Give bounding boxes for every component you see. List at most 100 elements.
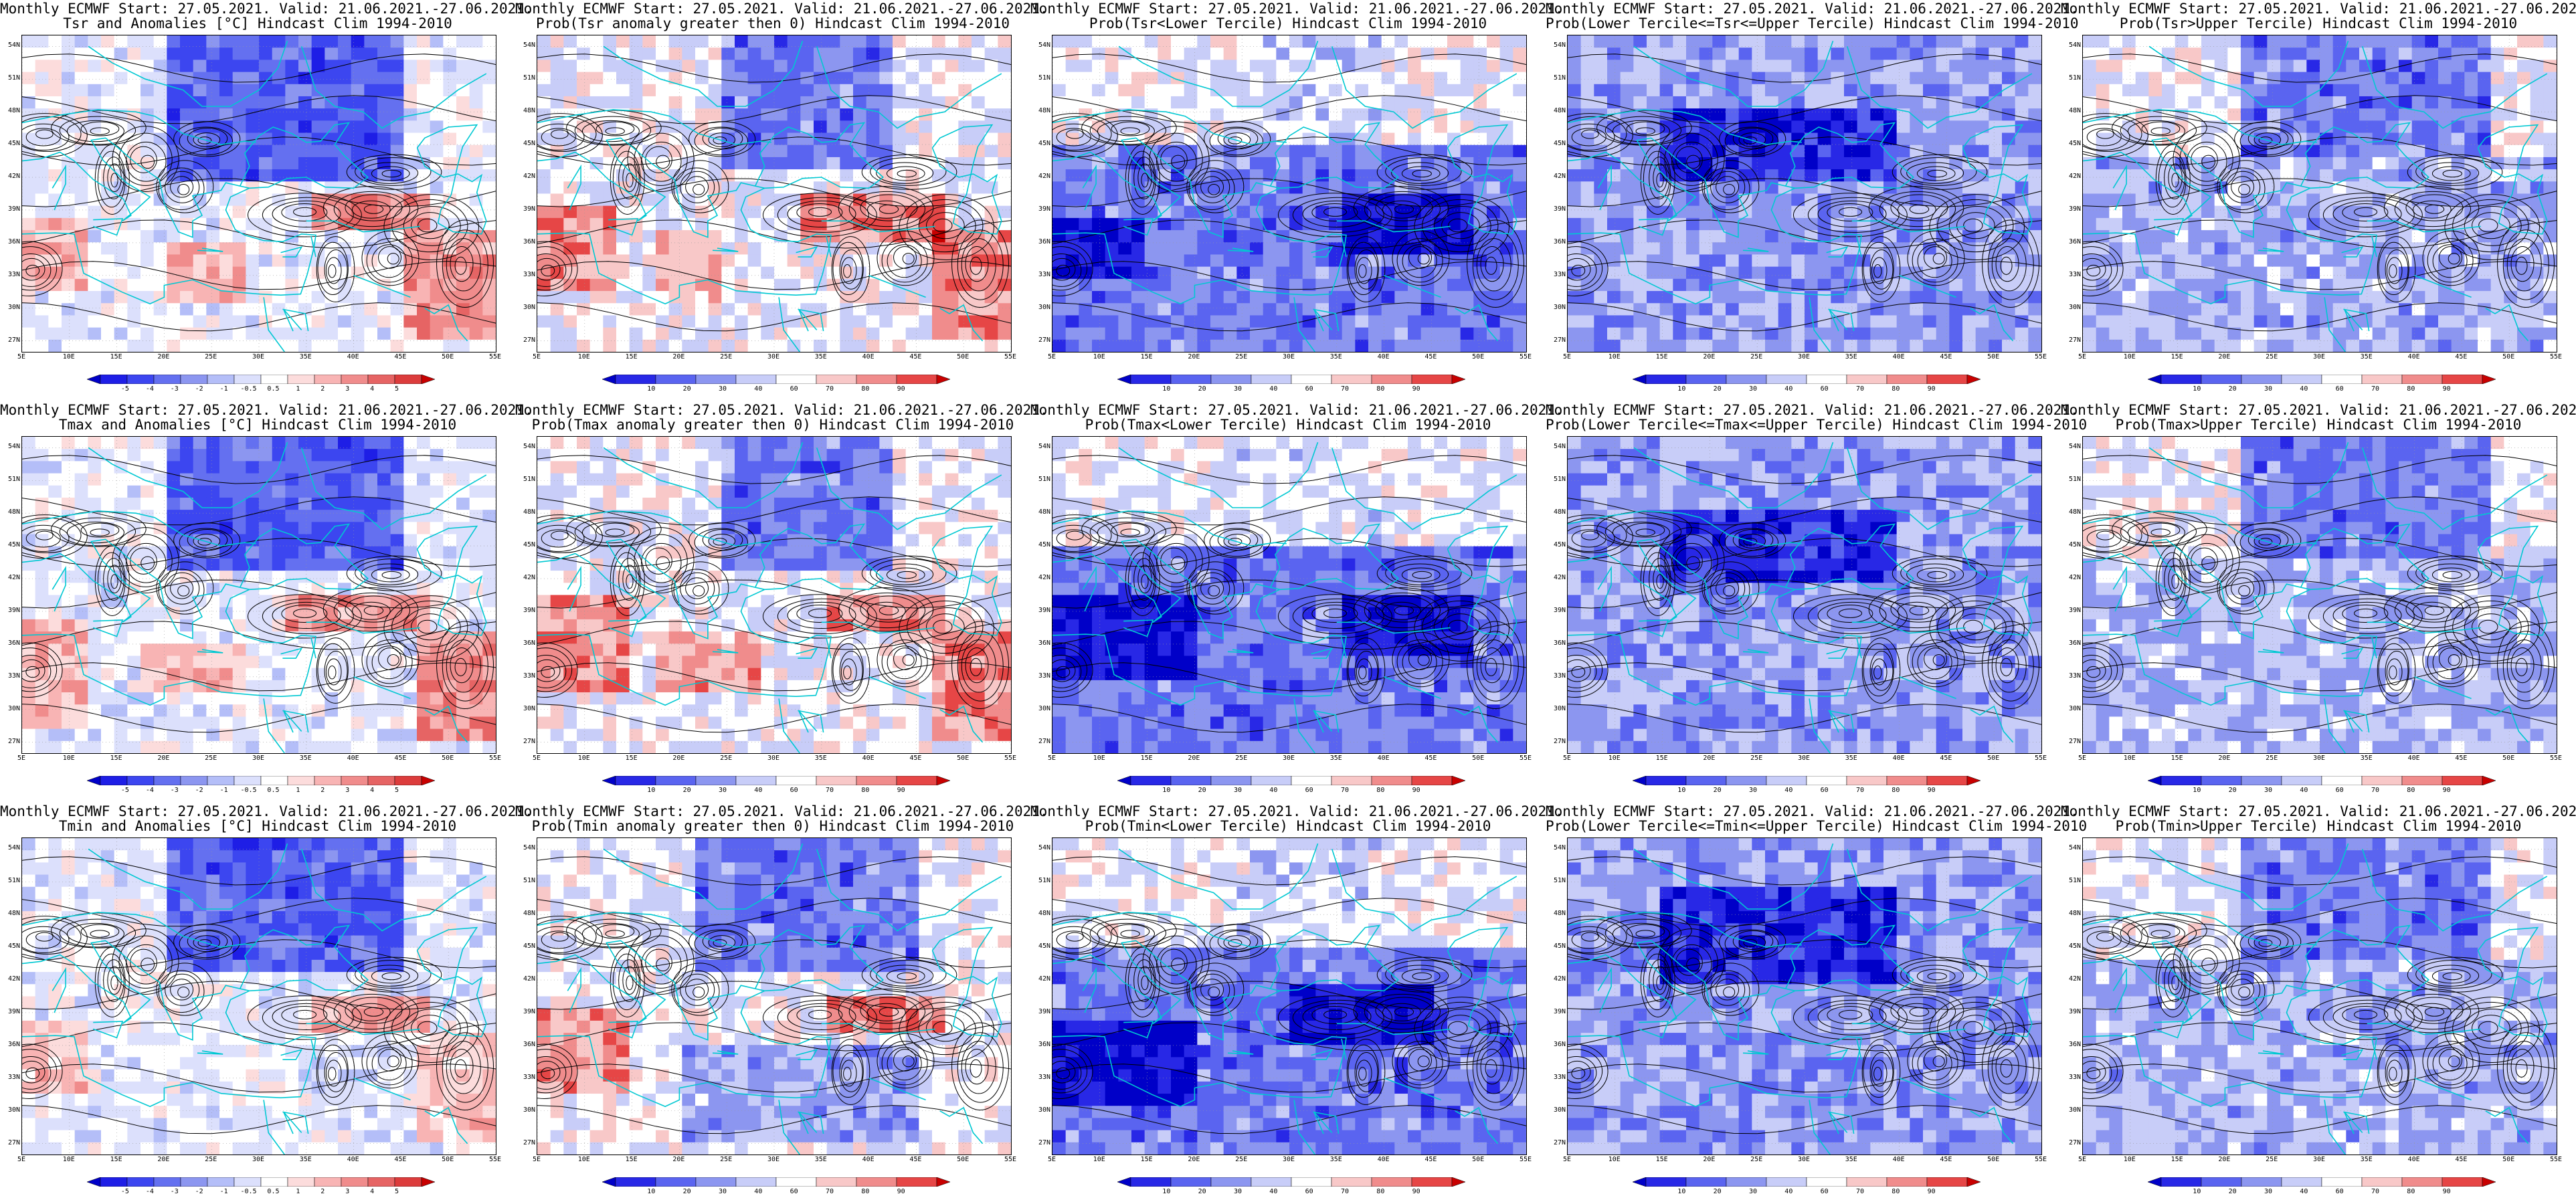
colorbar-label: 70: [825, 385, 834, 393]
contour-line: [861, 154, 957, 190]
longitude-tick-label: 35E: [814, 353, 827, 361]
field-cell: [114, 72, 128, 85]
field-cell: [682, 35, 696, 48]
field-cell: [1079, 242, 1093, 256]
field-cell: [403, 315, 418, 328]
coastline-path: [1899, 275, 1956, 298]
field-cell: [22, 181, 36, 195]
field-cell: [616, 157, 630, 170]
field-cell: [1052, 327, 1067, 340]
field-cell: [114, 266, 128, 280]
field-cell: [761, 144, 775, 158]
field-cell: [1289, 47, 1303, 60]
field-cell: [1092, 169, 1106, 182]
field-cell: [2451, 60, 2465, 73]
field-cell: [2490, 132, 2504, 146]
field-cell: [1752, 230, 1766, 243]
field-cell: [2109, 35, 2123, 48]
field-cell: [2002, 35, 2016, 48]
field-cell: [1184, 144, 1198, 158]
field-cell: [1105, 144, 1119, 158]
field-cell: [88, 278, 102, 292]
field-cell: [219, 35, 234, 48]
field-cell: [1487, 132, 1501, 146]
field-cell: [1844, 193, 1858, 207]
field-cell: [2241, 217, 2255, 231]
coastline-path: [1123, 218, 1154, 236]
field-cell: [563, 327, 577, 340]
field-cell: [2162, 157, 2176, 170]
field-cell: [2162, 60, 2176, 73]
field-cell: [1158, 266, 1172, 280]
field-cell: [2464, 157, 2478, 170]
contour-line: [610, 144, 645, 215]
field-cell: [1778, 339, 1792, 352]
field-cell: [1355, 60, 1369, 73]
field-cell: [1447, 169, 1461, 182]
field-cell: [2438, 60, 2452, 73]
field-cell: [932, 181, 946, 195]
longitude-tick-label: 25E: [720, 353, 733, 361]
field-cell: [1355, 205, 1369, 219]
field-cell: [1778, 217, 1792, 231]
field-cell: [141, 169, 155, 182]
field-cell: [1144, 230, 1158, 243]
field-cell: [2227, 84, 2241, 97]
field-cell: [1659, 339, 1673, 352]
field-cell: [682, 72, 696, 85]
field-cell: [2478, 205, 2492, 219]
field-cell: [1870, 303, 1884, 316]
contour-line: [1480, 246, 1504, 282]
field-cell: [1329, 278, 1343, 292]
field-cell: [153, 315, 167, 328]
colorbar-swatch: [1966, 375, 1981, 384]
field-cell: [456, 303, 470, 316]
field-cell: [232, 278, 246, 292]
field-cell: [1513, 144, 1526, 158]
contour-line: [436, 219, 494, 308]
contour-line: [352, 200, 391, 219]
field-cell: [456, 169, 470, 182]
field-cell: [2478, 96, 2492, 109]
field-cell: [932, 303, 946, 316]
field-cell: [1870, 339, 1884, 352]
field-cell: [984, 47, 998, 60]
colorbar-swatch: [1633, 375, 1647, 384]
field-cell: [351, 327, 365, 340]
field-cell: [642, 278, 656, 292]
field-cell: [2002, 144, 2016, 158]
field-cell: [2096, 120, 2110, 134]
field-cell: [364, 205, 378, 219]
field-cell: [232, 327, 246, 340]
field-cell: [443, 144, 457, 158]
colorbar-swatch: [615, 375, 656, 384]
field-cell: [1870, 278, 1884, 292]
field-cell: [206, 303, 220, 316]
field-cell: [1197, 108, 1211, 121]
contour-line: [1738, 132, 1766, 147]
latitude-tick-label: 45N: [1553, 140, 1566, 148]
field-cell: [2438, 47, 2452, 60]
field-cell: [1580, 278, 1594, 292]
longitude-tick-label: 30E: [1797, 353, 1811, 361]
field-cell: [537, 35, 551, 48]
shaded-field: [2083, 35, 2557, 352]
field-cell: [456, 96, 470, 109]
field-cell: [1499, 278, 1513, 292]
field-cell: [1870, 169, 1884, 182]
field-cell: [629, 315, 643, 328]
contour-line: [1401, 166, 1441, 181]
field-cell: [708, 339, 722, 352]
field-cell: [1460, 157, 1474, 170]
field-cell: [311, 96, 325, 109]
field-cell: [2490, 60, 2504, 73]
colorbar-swatch: [341, 375, 369, 384]
colorbar-swatch: [1130, 375, 1172, 384]
field-cell: [62, 278, 76, 292]
field-cell: [2083, 47, 2097, 60]
field-cell: [668, 47, 682, 60]
field-cell: [1962, 35, 1976, 48]
field-cell: [35, 157, 49, 170]
field-cell: [840, 108, 854, 121]
field-cell: [1699, 303, 1713, 316]
